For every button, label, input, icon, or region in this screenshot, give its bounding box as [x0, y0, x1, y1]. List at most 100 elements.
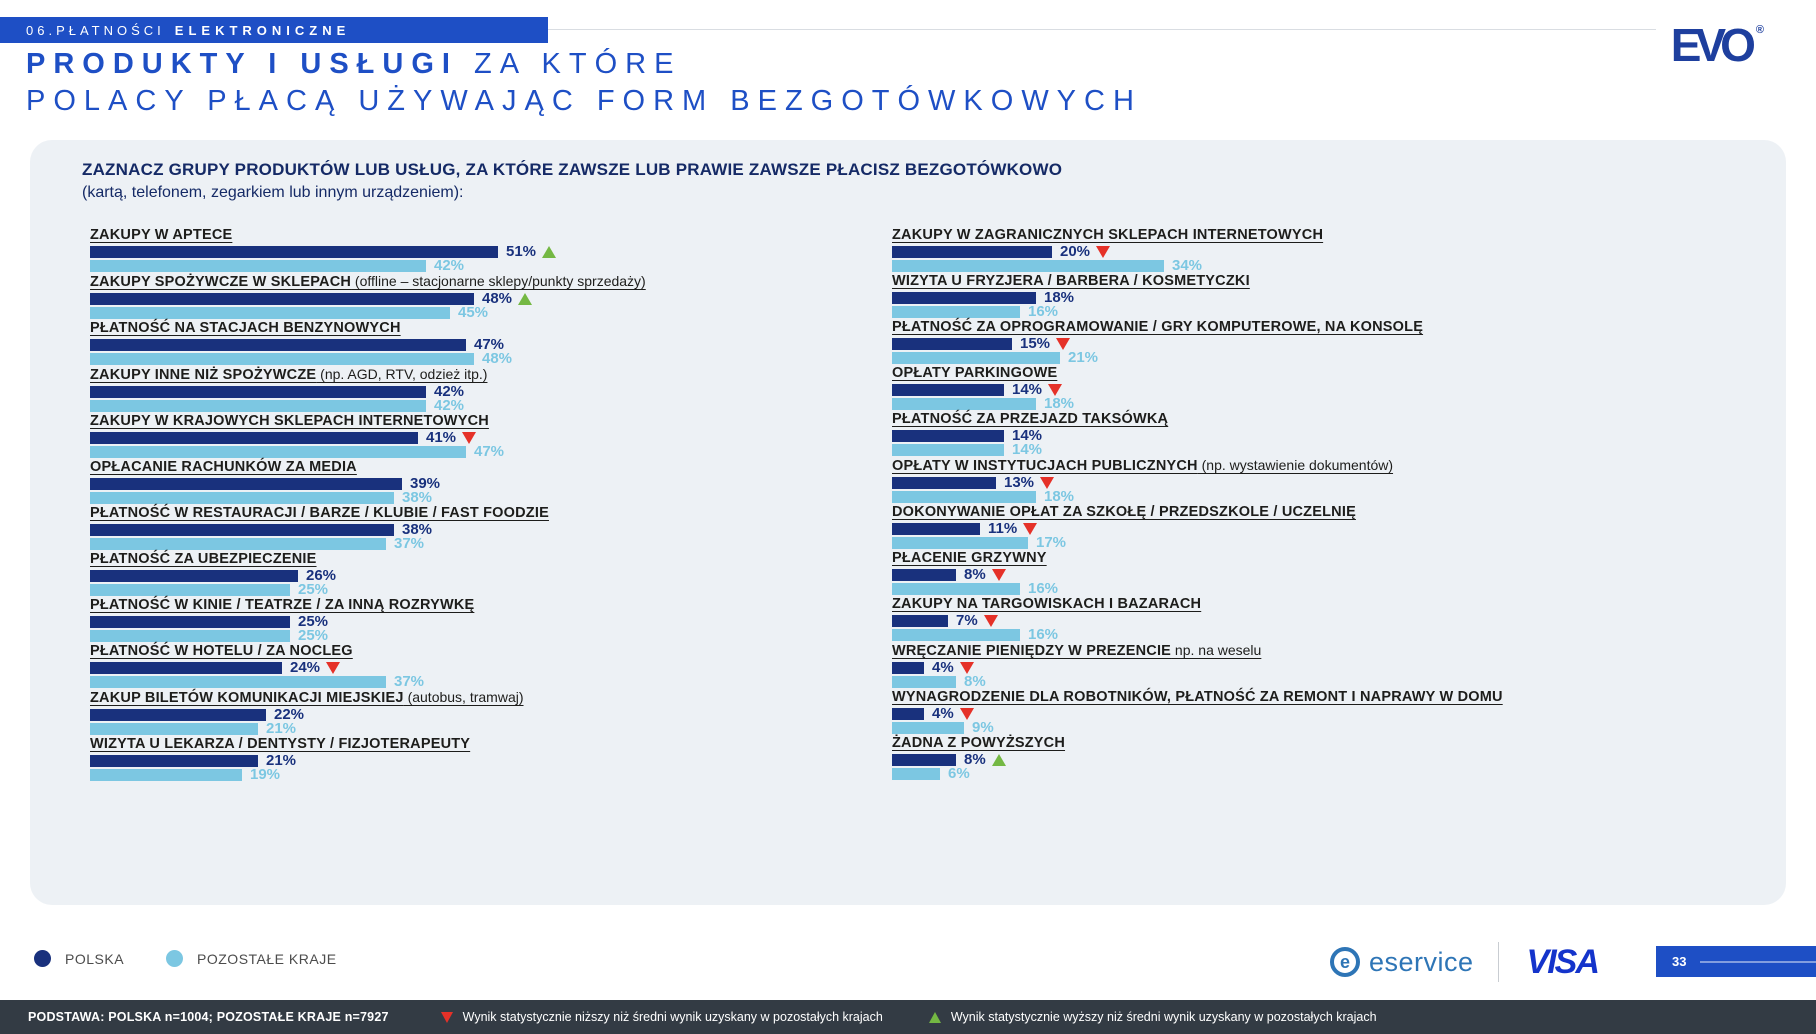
page-number-line — [1700, 960, 1816, 963]
category-label: PŁATNOŚĆ NA STACJACH BENZYNOWYCH — [90, 321, 890, 336]
bar-pozostale — [892, 398, 1036, 410]
bar-line-pozostale: 6% — [892, 766, 1772, 781]
bar-row: PŁATNOŚĆ ZA UBEZPIECZENIE 26% 25% — [90, 552, 890, 598]
bar-line-polska: 22% — [90, 707, 890, 722]
category-label: WIZYTA U LEKARZA / DENTYSTY / FIZJOTERAP… — [90, 737, 890, 752]
value-label-polska: 8% — [964, 566, 986, 583]
bar-line-polska: 21% — [90, 753, 890, 768]
value-label-polska: 4% — [932, 705, 954, 722]
bar-pozostale — [90, 446, 466, 458]
bar-line-pozostale: 48% — [90, 351, 890, 366]
page-number: 33 — [1672, 954, 1687, 969]
bar-line-polska: 25% — [90, 614, 890, 629]
down-triangle-icon — [1056, 338, 1071, 350]
value-label-pozostale: 47% — [474, 443, 505, 460]
value-label-polska: 11% — [988, 520, 1018, 537]
bar-pozostale — [90, 307, 450, 319]
bar-row: ZAKUPY SPOŻYWCZE W SKLEPACH (offline – s… — [90, 274, 890, 320]
value-label-polska: 26% — [306, 567, 337, 584]
bar-row: ZAKUPY W ZAGRANICZNYCH SKLEPACH INTERNET… — [892, 228, 1772, 273]
bar-row: ZAKUPY W APTECE 51% 42% — [90, 228, 890, 274]
bar-row: OPŁACANIE RACHUNKÓW ZA MEDIA 39% 38% — [90, 460, 890, 506]
value-label-polska: 38% — [402, 521, 433, 538]
category-label-text: PŁATNOŚĆ W RESTAURACJI / BARZE / KLUBIE … — [90, 505, 549, 521]
category-label: PŁATNOŚĆ W HOTELU / ZA NOCLEG — [90, 644, 890, 659]
bar-polska — [892, 246, 1052, 258]
title-line-1: PRODUKTY I USŁUGI ZA KTÓRE — [26, 48, 682, 80]
bar-line-pozostale: 16% — [892, 304, 1772, 319]
value-label-polska: 13% — [1004, 474, 1035, 491]
category-label-text: PŁATNOŚĆ W HOTELU / ZA NOCLEG — [90, 643, 353, 659]
bar-pozostale — [90, 538, 386, 550]
bar-line-pozostale: 18% — [892, 489, 1772, 504]
legend-label: POLSKA — [65, 950, 125, 967]
category-label-text: WIZYTA U FRYZJERA / BARBERA / KOSMETYCZK… — [892, 273, 1250, 289]
bar-row: WIZYTA U LEKARZA / DENTYSTY / FIZJOTERAP… — [90, 737, 890, 782]
bar-polska — [90, 709, 266, 721]
bar-pozostale — [90, 400, 426, 412]
category-label-note: (np. wystawienie dokumentów) — [1197, 457, 1394, 473]
category-label: PŁATNOŚĆ ZA UBEZPIECZENIE — [90, 552, 890, 567]
value-label-polska: 51% — [506, 243, 537, 260]
up-triangle-icon — [542, 246, 557, 258]
bar-row: WRĘCZANIE PIENIĘDZY W PREZENCIE np. na w… — [892, 643, 1772, 690]
legend-item-polska: POLSKA — [34, 950, 124, 967]
bar-row: PŁATNOŚĆ W KINIE / TEATRZE / ZA INNĄ ROZ… — [90, 598, 890, 643]
down-triangle-icon — [983, 615, 998, 627]
value-label-pozostale: 9% — [972, 719, 994, 736]
category-label: PŁACENIE GRZYWNY — [892, 551, 1772, 566]
bar-pozostale — [892, 583, 1020, 595]
bar-polska — [892, 569, 956, 581]
page-title: PRODUKTY I USŁUGI ZA KTÓRE POLACY PŁACĄ … — [26, 46, 1142, 120]
category-label: ZAKUP BILETÓW KOMUNIKACJI MIEJSKIEJ (aut… — [90, 690, 890, 706]
bar-pozostale — [90, 353, 474, 365]
section-strip: 06.PŁATNOŚCI ELEKTRONICZNE — [0, 17, 548, 43]
bar-line-pozostale: 38% — [90, 489, 890, 506]
bar-row: PŁATNOŚĆ ZA OPROGRAMOWANIE / GRY KOMPUTE… — [892, 320, 1772, 366]
down-triangle-icon — [440, 1011, 453, 1023]
bar-line-polska: 7% — [892, 612, 1772, 629]
bar-line-polska: 11% — [892, 520, 1772, 537]
category-label-text: OPŁATY W INSTYTUCJACH PUBLICZNYCH — [892, 458, 1198, 474]
bar-pozostale — [892, 537, 1028, 549]
legend-label: POZOSTAŁE KRAJE — [197, 950, 337, 967]
bar-line-polska: 39% — [90, 476, 890, 491]
eservice-icon: e — [1330, 947, 1360, 977]
bar-line-pozostale: 9% — [892, 719, 1772, 736]
category-label: PŁATNOŚĆ ZA PRZEJAZD TAKSÓWKĄ — [892, 412, 1772, 427]
value-label-pozostale: 8% — [964, 673, 986, 690]
category-label: OPŁACANIE RACHUNKÓW ZA MEDIA — [90, 460, 890, 475]
bar-row: ZAKUP BILETÓW KOMUNIKACJI MIEJSKIEJ (aut… — [90, 690, 890, 736]
bar-polska — [90, 293, 474, 305]
value-label-pozostale: 42% — [434, 257, 465, 274]
bar-line-polska: 18% — [892, 289, 1772, 306]
category-label: ZAKUPY INNE NIŻ SPOŻYWCZE (np. AGD, RTV,… — [90, 367, 890, 383]
down-triangle-icon — [462, 432, 477, 444]
category-label: WRĘCZANIE PIENIĘDZY W PREZENCIE np. na w… — [892, 643, 1772, 659]
polska-dot-icon — [34, 950, 51, 967]
bar-line-polska: 4% — [892, 660, 1772, 675]
value-label-pozostale: 25% — [298, 581, 329, 598]
value-label-pozostale: 21% — [1068, 349, 1099, 366]
bar-pozostale — [892, 352, 1060, 364]
category-label: ZAKUPY W KRAJOWYCH SKLEPACH INTERNETOWYC… — [90, 414, 890, 429]
value-label-pozostale: 37% — [394, 535, 425, 552]
value-label-polska: 7% — [956, 612, 978, 629]
chart-legend: POLSKA POZOSTAŁE KRAJE — [34, 950, 337, 967]
bar-line-pozostale: 42% — [90, 398, 890, 413]
value-label-pozostale: 38% — [402, 489, 433, 506]
bar-line-pozostale: 37% — [90, 674, 890, 689]
bar-polska — [90, 339, 466, 351]
bar-line-pozostale: 25% — [90, 581, 890, 598]
category-label-text: ZAKUP BILETÓW KOMUNIKACJI MIEJSKIEJ — [90, 690, 404, 706]
bar-row: ZAKUPY W KRAJOWYCH SKLEPACH INTERNETOWYC… — [90, 414, 890, 460]
bar-line-pozostale: 19% — [90, 767, 890, 782]
down-triangle-icon — [1023, 523, 1038, 535]
bar-line-polska: 14% — [892, 428, 1772, 443]
value-label-polska: 47% — [474, 336, 505, 353]
value-label-polska: 18% — [1044, 289, 1075, 306]
bar-row: PŁATNOŚĆ W RESTAURACJI / BARZE / KLUBIE … — [90, 505, 890, 552]
bar-pozostale — [90, 676, 386, 688]
value-label-polska: 41% — [426, 429, 457, 446]
